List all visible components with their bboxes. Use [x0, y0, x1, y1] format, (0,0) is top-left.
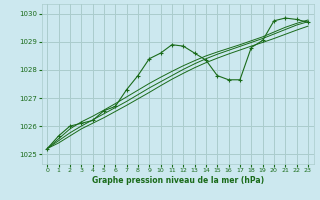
X-axis label: Graphe pression niveau de la mer (hPa): Graphe pression niveau de la mer (hPa): [92, 176, 264, 185]
